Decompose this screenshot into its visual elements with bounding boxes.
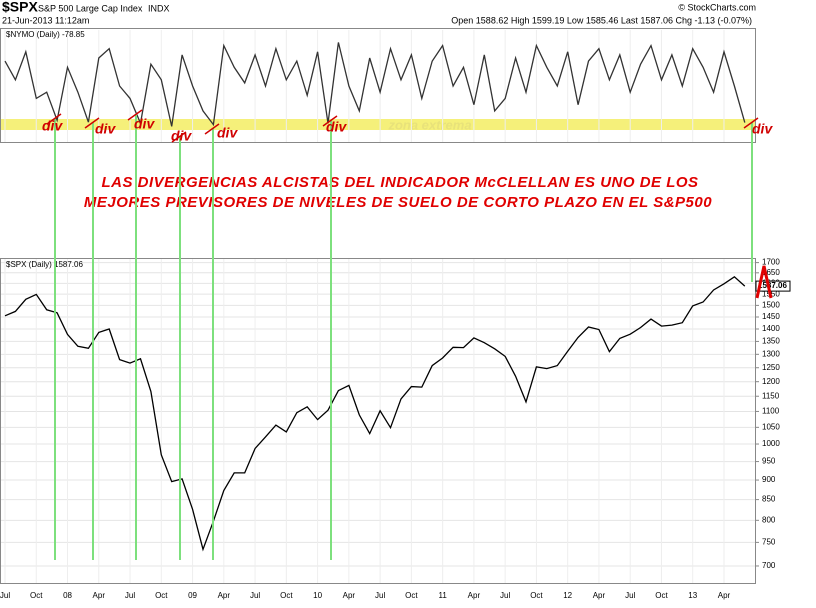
zone-band xyxy=(1,119,755,130)
x-tick-label: Apr xyxy=(593,591,606,600)
x-tick-label: Oct xyxy=(530,591,543,600)
legend-label: $NYMO (Daily) -78.85 xyxy=(6,30,85,39)
div-label: div xyxy=(42,118,63,134)
x-tick-label: Jul xyxy=(0,591,10,600)
x-tick-label: 10 xyxy=(313,591,322,600)
y-tick-label: 1000 xyxy=(762,439,780,448)
headline: MEJORES PREVISORES DE NIVELES DE SUELO D… xyxy=(84,194,712,211)
y-tick-label: 1400 xyxy=(762,324,780,333)
div-slash xyxy=(204,123,220,135)
div-label: div xyxy=(752,121,773,137)
series-line xyxy=(4,42,746,127)
y-tick-label: 1650 xyxy=(762,268,780,277)
legend-label: $SPX (Daily) 1587.06 xyxy=(6,260,83,269)
div-slash xyxy=(743,117,759,129)
y-tick-label: 1300 xyxy=(762,349,780,358)
x-tick-label: Oct xyxy=(30,591,43,600)
x-tick-label: Apr xyxy=(218,591,231,600)
x-tick-label: Oct xyxy=(280,591,293,600)
x-tick-label: Apr xyxy=(93,591,106,600)
y-tick-label: 1100 xyxy=(762,407,780,416)
up-arrow xyxy=(755,265,773,299)
plot-layer: $NYMO (Daily) -78.85 700 750 800 850 900 950 10… xyxy=(0,30,791,600)
y-tick-label: 1050 xyxy=(762,422,780,431)
y-tick-label: 1700 xyxy=(762,258,780,267)
div-slash xyxy=(127,109,143,121)
x-tick-label: Apr xyxy=(343,591,356,600)
div-slash xyxy=(171,131,187,143)
x-tick-label: 11 xyxy=(438,591,447,600)
last-price-box xyxy=(755,280,791,292)
y-tick-label: 900 xyxy=(762,475,776,484)
x-tick-label: Jul xyxy=(250,591,260,600)
y-tick-label: 950 xyxy=(762,457,776,466)
y-tick-label: 1200 xyxy=(762,377,780,386)
div-slash xyxy=(84,117,100,129)
div-label: div xyxy=(171,128,192,144)
index-name: S&P 500 Large Cap Index xyxy=(38,3,143,13)
div-label: div xyxy=(217,125,238,141)
x-tick-label: 13 xyxy=(688,591,697,600)
nymo-frame xyxy=(0,28,756,143)
div-slash xyxy=(322,115,338,127)
x-tick-label: Apr xyxy=(468,591,481,600)
y-tick-label: 1150 xyxy=(762,391,780,400)
x-tick-label: Jul xyxy=(375,591,385,600)
x-tick-label: Apr xyxy=(718,591,731,600)
y-tick-label: 1500 xyxy=(762,301,780,310)
x-tick-label: Jul xyxy=(125,591,135,600)
symbol: $SPX xyxy=(2,0,38,15)
exchange: INDX xyxy=(148,3,170,13)
x-tick-label: Oct xyxy=(155,591,168,600)
y-tick-label: 800 xyxy=(762,515,776,524)
last-price: 1587.06 xyxy=(758,281,787,290)
y-tick-label: 1250 xyxy=(762,363,780,372)
x-tick-label: Oct xyxy=(655,591,668,600)
x-tick-label: Oct xyxy=(405,591,418,600)
div-label: div xyxy=(134,116,155,132)
y-tick-label: 750 xyxy=(762,537,776,546)
y-tick-label: 700 xyxy=(762,561,776,570)
y-tick-label: 1450 xyxy=(762,312,780,321)
div-label: div xyxy=(95,121,116,137)
date: 21-Jun-2013 11:12am xyxy=(2,15,89,25)
zone-label: zona extrema xyxy=(387,117,471,132)
div-slash xyxy=(46,113,62,125)
div-label: div xyxy=(326,119,347,135)
y-tick-label: 1350 xyxy=(762,337,780,346)
x-tick-label: 12 xyxy=(563,591,572,600)
spx-frame xyxy=(0,258,756,584)
quote: Open 1588.62 High 1599.19 Low 1585.46 La… xyxy=(451,15,752,25)
series-line xyxy=(4,275,746,552)
y-tick-label: 850 xyxy=(762,495,776,504)
headline: LAS DIVERGENCIAS ALCISTAS DEL INDICADOR … xyxy=(101,174,698,191)
credit: © StockCharts.com xyxy=(678,2,756,12)
x-tick-label: Jul xyxy=(625,591,635,600)
x-tick-label: Jul xyxy=(500,591,510,600)
x-tick-label: 09 xyxy=(188,591,197,600)
x-tick-label: 08 xyxy=(63,591,72,600)
